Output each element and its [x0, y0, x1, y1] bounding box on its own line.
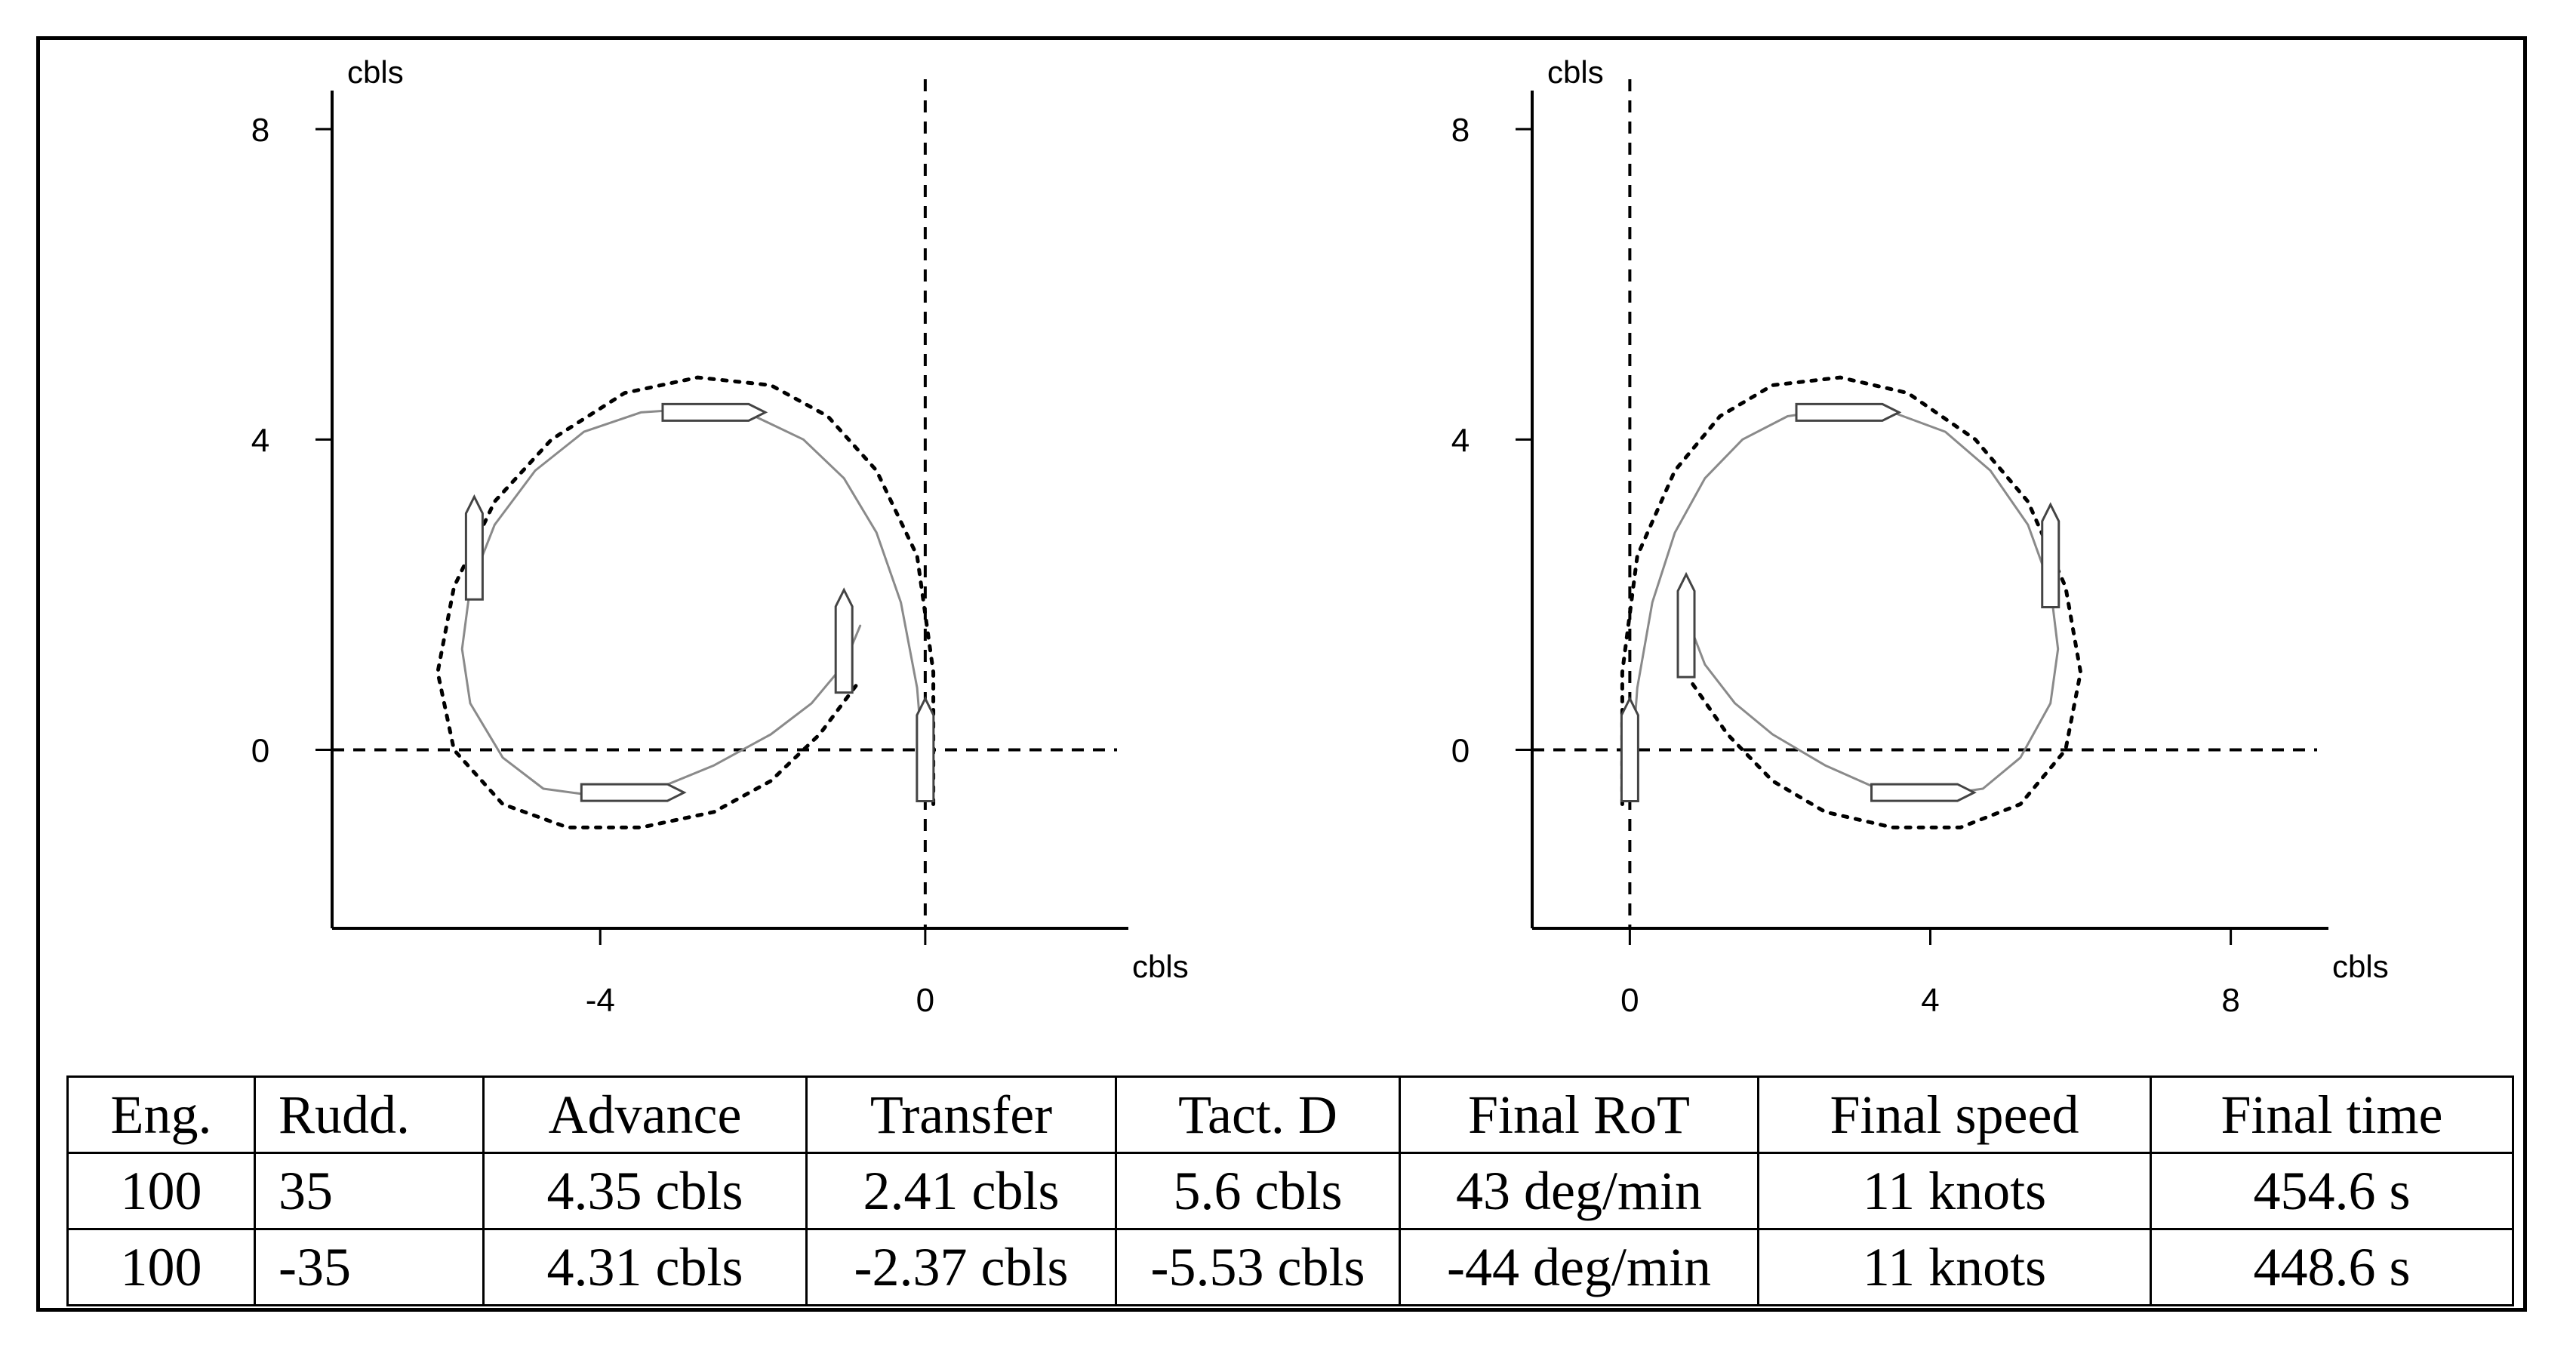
- header-final-time: Final time: [2150, 1075, 2514, 1154]
- header-tact-d: Tact. D: [1115, 1075, 1401, 1154]
- left-y-axis-label: cbls: [347, 54, 404, 90]
- left-x-tick-label: -4: [586, 982, 615, 1019]
- header-final-rot: Final RoT: [1399, 1075, 1759, 1154]
- cell-final-time: 454.6 s: [2150, 1152, 2514, 1230]
- left-x-axis-label: cbls: [1132, 949, 1189, 984]
- header-eng: Eng.: [66, 1075, 256, 1154]
- right-ship-marker: [1795, 402, 1902, 422]
- figure-frame: [36, 36, 2527, 1312]
- right-y-axis-label: cbls: [1547, 54, 1604, 90]
- left-ship-marker: [661, 402, 768, 422]
- header-transfer: Transfer: [805, 1075, 1117, 1154]
- right-y-tick-label: 0: [1451, 733, 1470, 770]
- right-ship-marker: [1870, 783, 1977, 802]
- cell-rudd: -35: [254, 1228, 485, 1306]
- right-ship-marker: [1676, 571, 1696, 678]
- cell-advance: 4.31 cbls: [482, 1228, 808, 1306]
- cell-eng: 100: [66, 1228, 256, 1306]
- right-x-axis-label: cbls: [2332, 949, 2389, 984]
- cell-final-time: 448.6 s: [2150, 1228, 2514, 1306]
- left-y-tick-label: 0: [251, 733, 269, 770]
- turning-circle-chart-left: 0 4 8 -4 0 cbls cbls: [251, 54, 1189, 1019]
- header-advance: Advance: [482, 1075, 808, 1154]
- cell-advance: 4.35 cbls: [482, 1152, 808, 1230]
- cell-final-speed: 11 knots: [1757, 1152, 2152, 1230]
- right-series-solid-line: [1628, 407, 2060, 798]
- right-x-tick-label: 4: [1921, 982, 1939, 1019]
- left-x-tick-label: 0: [916, 982, 934, 1019]
- table-row: 100 35 4.35 cbls 2.41 cbls 5.6 cbls 43 d…: [66, 1152, 2514, 1230]
- left-y-tick-label: 8: [251, 112, 269, 149]
- left-ship-marker: [834, 587, 854, 694]
- cell-transfer: 2.41 cbls: [805, 1152, 1117, 1230]
- right-y-tick-label: 8: [1451, 112, 1470, 149]
- turning-parameters-table: Eng. Rudd. Advance Transfer Tact. D Fina…: [66, 1075, 2514, 1306]
- cell-transfer: -2.37 cbls: [805, 1228, 1117, 1306]
- turning-circle-chart-right: 0 4 8 0 4 8 cbls cbls: [1451, 54, 2389, 1019]
- left-ship-marker: [916, 696, 935, 803]
- cell-final-speed: 11 knots: [1757, 1228, 2152, 1306]
- right-x-tick-label: 0: [1620, 982, 1639, 1019]
- right-ship-marker: [1620, 696, 1639, 803]
- right-x-tick-label: 8: [2221, 982, 2239, 1019]
- cell-eng: 100: [66, 1152, 256, 1230]
- left-y-tick-label: 4: [251, 422, 269, 459]
- header-rudd: Rudd.: [254, 1075, 485, 1154]
- cell-final-rot: 43 deg/min: [1399, 1152, 1759, 1230]
- cell-tact-d: -5.53 cbls: [1115, 1228, 1401, 1306]
- right-ship-marker: [2041, 502, 2060, 609]
- header-final-speed: Final speed: [1757, 1075, 2152, 1154]
- right-y-tick-label: 4: [1451, 422, 1470, 459]
- cell-tact-d: 5.6 cbls: [1115, 1152, 1401, 1230]
- table-row: 100 -35 4.31 cbls -2.37 cbls -5.53 cbls …: [66, 1228, 2514, 1306]
- left-ship-marker: [464, 494, 484, 601]
- left-ship-marker: [580, 783, 687, 802]
- table-header-row: Eng. Rudd. Advance Transfer Tact. D Fina…: [66, 1075, 2514, 1154]
- cell-final-rot: -44 deg/min: [1399, 1228, 1759, 1306]
- cell-rudd: 35: [254, 1152, 485, 1230]
